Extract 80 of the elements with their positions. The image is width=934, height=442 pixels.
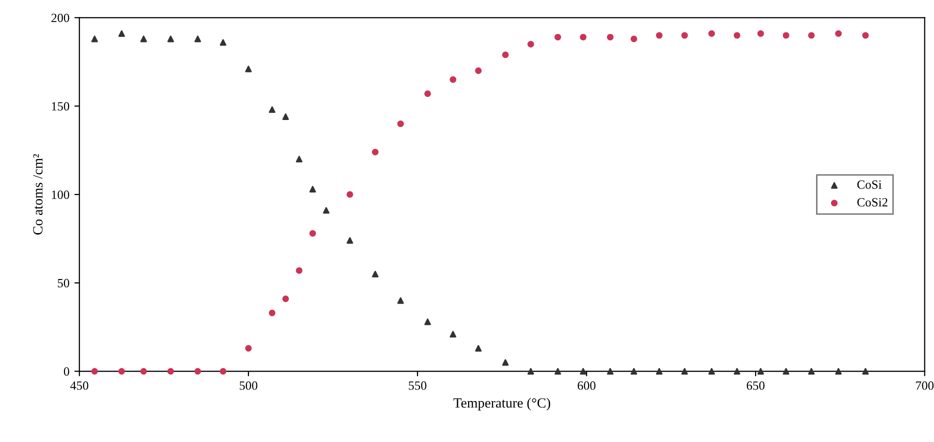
- point: [554, 368, 562, 375]
- point: [397, 297, 404, 304]
- point: [194, 36, 202, 42]
- point: [475, 345, 482, 352]
- point: [835, 368, 842, 375]
- point: [450, 330, 456, 338]
- x-tick-label: 650: [746, 381, 765, 390]
- point: [140, 368, 147, 375]
- point: [656, 368, 663, 375]
- point: [245, 66, 252, 72]
- point: [91, 368, 98, 375]
- x-tick-label: 600: [578, 381, 596, 390]
- x-axis-title: Temperature (°C): [454, 398, 550, 410]
- point: [835, 30, 842, 37]
- legend-label: CoSi: [857, 180, 882, 189]
- point: [346, 191, 354, 198]
- point: [630, 368, 638, 375]
- point: [309, 230, 316, 237]
- y-tick-label: 150: [52, 102, 70, 111]
- point: [862, 32, 869, 39]
- point: [424, 318, 431, 326]
- point: [475, 67, 482, 74]
- point: [282, 113, 289, 120]
- point: [757, 368, 764, 375]
- point: [372, 148, 379, 156]
- point: [606, 368, 614, 375]
- point: [782, 32, 790, 39]
- point: [681, 32, 688, 39]
- point: [282, 296, 289, 302]
- point: [245, 345, 252, 352]
- x-tick-label: 500: [240, 381, 258, 390]
- point: [450, 76, 456, 83]
- point: [346, 237, 354, 244]
- point: [580, 368, 586, 375]
- y-tick-label: 50: [58, 278, 70, 288]
- point: [502, 52, 509, 58]
- point: [140, 36, 147, 42]
- point: [606, 34, 614, 40]
- point: [708, 30, 715, 37]
- point: [734, 32, 740, 39]
- point: [757, 30, 764, 37]
- point: [708, 368, 715, 375]
- legend-label: CoSi2: [857, 198, 888, 206]
- point: [527, 40, 534, 48]
- point: [296, 156, 302, 162]
- point: [194, 368, 202, 375]
- point: [118, 30, 125, 37]
- y-tick-label: 100: [52, 190, 70, 199]
- point: [322, 207, 330, 214]
- y-tick-label: 200: [51, 14, 70, 22]
- point: [309, 186, 316, 192]
- point: [554, 34, 562, 40]
- point: [167, 36, 174, 42]
- point: [268, 310, 276, 316]
- point: [782, 368, 790, 375]
- x-tick-label: 550: [408, 381, 426, 390]
- point: [681, 368, 688, 375]
- point: [220, 39, 226, 46]
- point: [372, 270, 379, 278]
- point: [91, 36, 98, 42]
- y-axis-title: Co atoms /cm²: [33, 154, 43, 235]
- point: [424, 90, 431, 97]
- point: [167, 368, 174, 375]
- point: [268, 106, 276, 113]
- point: [527, 368, 534, 375]
- point: [580, 34, 586, 40]
- x-tick-label: 450: [70, 381, 88, 390]
- point: [220, 368, 226, 375]
- point: [808, 32, 815, 39]
- point: [862, 368, 869, 375]
- point: [397, 120, 404, 128]
- point: [734, 368, 740, 375]
- point: [630, 36, 638, 42]
- point: [656, 32, 663, 39]
- point: [118, 368, 125, 375]
- point: [808, 368, 815, 375]
- y-tick-label: 0: [64, 367, 70, 376]
- point: [296, 267, 302, 274]
- x-tick-label: 700: [916, 381, 934, 390]
- point: [502, 359, 509, 366]
